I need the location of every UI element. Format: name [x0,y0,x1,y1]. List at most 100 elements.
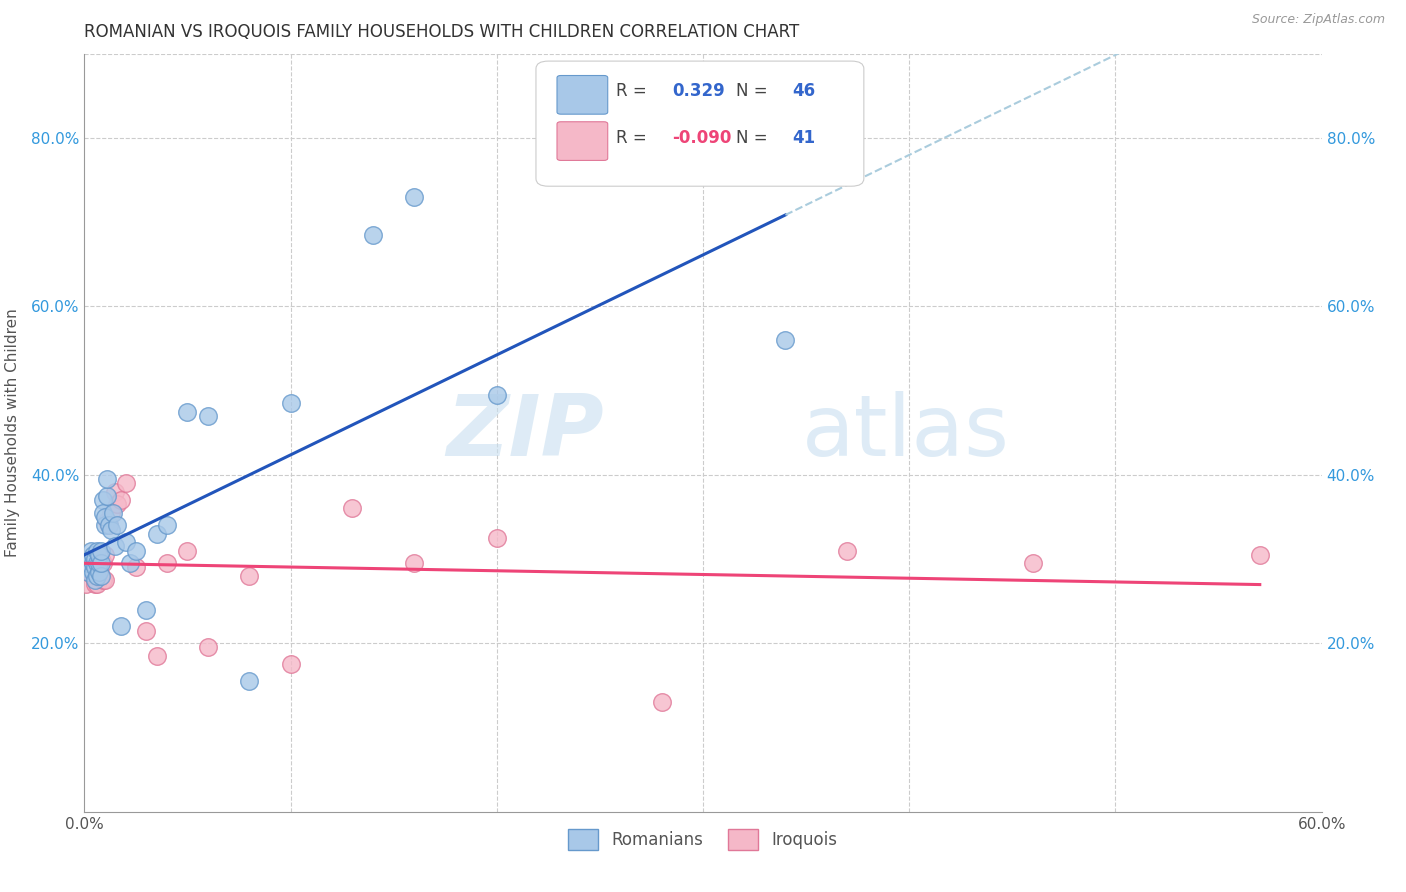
Point [83,560,105,574]
Point [87,565,110,579]
Point [176,543,198,558]
Point [82,569,104,583]
Point [485,531,508,545]
Point [110,619,132,633]
Point [87,548,110,562]
Point [103,506,125,520]
Point [94,573,117,587]
Point [94,548,117,562]
Point [98,518,121,533]
Point [197,409,219,423]
Point [118,556,141,570]
Point [104,484,127,499]
Point [86,569,108,583]
Point [156,556,179,570]
Point [86,556,108,570]
Point [98,518,121,533]
Point [87,565,110,579]
Point [83,577,105,591]
Point [100,523,122,537]
Point [83,569,105,583]
Point [91,573,114,587]
Point [83,556,105,570]
Point [135,624,157,638]
Legend: Romanians, Iroquois: Romanians, Iroquois [561,822,845,856]
Point [86,543,108,558]
Point [90,569,112,583]
Text: R =: R = [616,82,652,101]
Point [1249,548,1271,562]
Point [77,556,100,570]
Point [90,543,112,558]
Point [105,518,128,533]
Point [197,640,219,655]
Point [361,227,384,242]
Point [90,556,112,570]
Text: R =: R = [616,129,652,147]
Point [87,556,110,570]
Point [176,404,198,418]
Point [145,526,167,541]
Text: atlas: atlas [801,391,1010,475]
Point [125,560,148,574]
FancyBboxPatch shape [557,122,607,161]
Point [156,518,179,533]
FancyBboxPatch shape [536,62,863,186]
Point [91,556,114,570]
Text: ZIP: ZIP [446,391,605,475]
Point [87,548,110,562]
Text: Source: ZipAtlas.com: Source: ZipAtlas.com [1251,13,1385,27]
Point [86,577,108,591]
Point [83,573,105,587]
Point [105,497,128,511]
Point [75,577,97,591]
Text: ROMANIAN VS IROQUOIS FAMILY HOUSEHOLDS WITH CHILDREN CORRELATION CHART: ROMANIAN VS IROQUOIS FAMILY HOUSEHOLDS W… [84,23,800,41]
Point [114,535,136,549]
Point [280,396,302,410]
Point [238,569,260,583]
Point [238,674,260,689]
Point [79,543,101,558]
Point [94,518,117,533]
Point [82,565,104,579]
Point [145,648,167,663]
Point [651,695,673,709]
Point [79,556,101,570]
Point [82,556,104,570]
Point [404,190,426,204]
Point [280,657,302,672]
Point [90,569,112,583]
Point [125,543,148,558]
Point [96,489,118,503]
Point [485,387,508,401]
Point [135,602,157,616]
Y-axis label: Family Households with Children: Family Households with Children [4,309,20,557]
Point [837,543,859,558]
Point [82,552,104,566]
Point [94,509,117,524]
Text: 46: 46 [792,82,815,101]
Point [775,333,797,347]
Point [96,472,118,486]
Point [1022,556,1045,570]
Point [75,560,97,574]
Point [79,552,101,566]
Point [90,552,112,566]
Point [342,501,364,516]
Point [91,506,114,520]
Point [404,556,426,570]
Text: -0.090: -0.090 [672,129,731,147]
Text: N =: N = [737,129,773,147]
Text: 0.329: 0.329 [672,82,725,101]
Point [96,514,118,528]
Text: 41: 41 [792,129,815,147]
Point [100,506,122,520]
Point [82,548,104,562]
Text: N =: N = [737,82,773,101]
Point [87,556,110,570]
Point [114,476,136,491]
Point [77,565,100,579]
Point [91,493,114,508]
Point [86,556,108,570]
Point [104,539,127,553]
